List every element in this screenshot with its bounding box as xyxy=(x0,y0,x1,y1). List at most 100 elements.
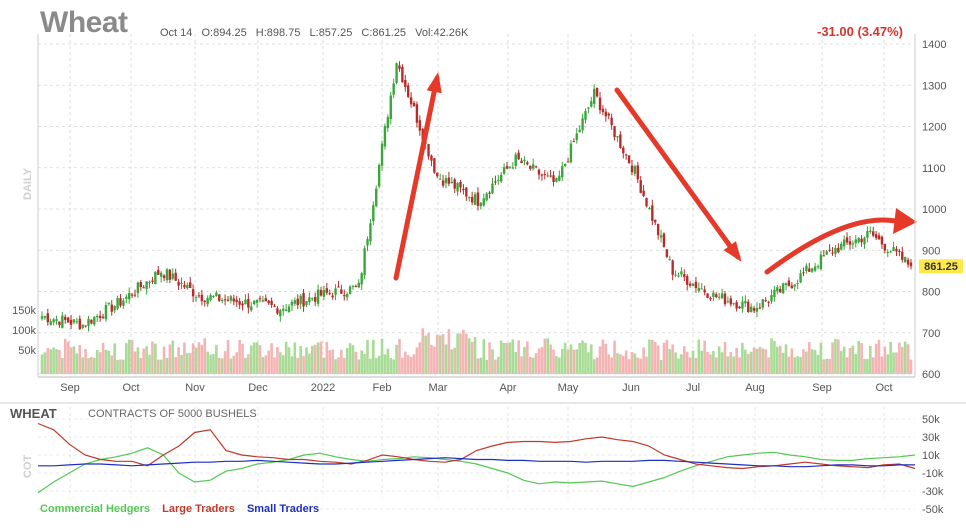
candle-body xyxy=(215,292,218,297)
volume-bar xyxy=(805,351,808,374)
candle-body xyxy=(642,190,645,197)
volume-bar xyxy=(261,357,265,374)
volume-bar xyxy=(767,357,770,374)
candle-body xyxy=(874,234,878,239)
volume-bar xyxy=(322,357,326,374)
candle-body xyxy=(680,271,683,275)
volume-bar xyxy=(465,333,468,374)
volume-bar xyxy=(871,357,875,374)
candle-body xyxy=(348,286,352,295)
candle-body xyxy=(372,205,375,222)
volume-bar xyxy=(296,357,300,374)
candle-body xyxy=(189,282,192,289)
volume-bar xyxy=(325,341,329,374)
price-tick-label: 1200 xyxy=(922,122,946,134)
volume-bar xyxy=(700,350,704,374)
cot-axis-label: COT xyxy=(22,455,34,479)
candle-body xyxy=(58,321,61,326)
candle-body xyxy=(543,173,546,175)
volume-bar xyxy=(462,329,465,374)
cot-tick-label: 30k xyxy=(922,432,940,444)
candle-body xyxy=(700,288,703,290)
volume-bar xyxy=(49,349,53,374)
volume-bar xyxy=(435,334,439,374)
candle-body xyxy=(252,300,256,305)
volume-bar xyxy=(581,340,584,374)
candle-body xyxy=(880,236,884,245)
volume-bar xyxy=(171,340,175,374)
candle-body xyxy=(822,255,826,257)
volume-bar xyxy=(174,357,177,374)
month-tick-label: Jun xyxy=(622,382,640,394)
volume-bar xyxy=(66,341,70,374)
volume-bar xyxy=(453,347,457,374)
volume-bar xyxy=(488,342,491,374)
candle-body xyxy=(436,172,439,177)
month-tick-label: Dec xyxy=(248,382,268,394)
volume-bar xyxy=(546,338,550,374)
candle-body xyxy=(636,165,640,180)
candle-body xyxy=(313,297,317,302)
candle-body xyxy=(537,169,541,175)
volume-bar xyxy=(337,357,340,374)
month-tick-label: Feb xyxy=(373,382,392,394)
candle-body xyxy=(369,223,372,242)
candle-body xyxy=(107,302,111,304)
volume-bar xyxy=(72,346,76,374)
volume-bar xyxy=(145,346,148,374)
cot-subtitle: CONTRACTS OF 5000 BUSHELS xyxy=(88,408,257,420)
volume-bar xyxy=(75,353,79,374)
candle-body xyxy=(526,162,529,165)
volume-bar xyxy=(877,339,881,374)
volume-bar xyxy=(380,338,384,374)
candle-body xyxy=(566,161,570,163)
volume-bar xyxy=(427,333,430,374)
volume-bar xyxy=(717,346,721,374)
candle-body xyxy=(174,272,177,281)
candle-body xyxy=(395,63,398,83)
candle-body xyxy=(322,289,326,297)
candle-body xyxy=(241,303,244,306)
candle-body xyxy=(773,289,776,297)
volume-bar xyxy=(677,358,680,374)
volume-bar xyxy=(293,342,297,374)
candle-body xyxy=(276,308,279,314)
volume-bar xyxy=(180,354,183,374)
candle-body xyxy=(290,301,294,306)
candle-body xyxy=(113,305,116,311)
candle-body xyxy=(735,302,738,309)
volume-bar xyxy=(130,340,134,374)
volume-bar xyxy=(351,345,355,374)
cot-line-small xyxy=(38,457,915,468)
candle-body xyxy=(351,286,355,288)
candle-body xyxy=(883,243,887,251)
candle-body xyxy=(584,110,587,120)
candle-body xyxy=(819,254,823,270)
candle-body xyxy=(255,300,259,303)
volume-bar xyxy=(627,359,631,374)
candle-body xyxy=(110,304,113,312)
symbol-title: Wheat xyxy=(40,6,128,39)
candle-body xyxy=(447,177,451,184)
candle-body xyxy=(235,299,238,303)
candle-body xyxy=(130,294,134,296)
candle-body xyxy=(441,180,445,186)
volume-bar xyxy=(636,357,640,374)
candle-body xyxy=(261,300,265,302)
candle-body xyxy=(459,181,462,188)
candle-body xyxy=(305,301,308,306)
price-tick-label: 800 xyxy=(922,287,940,299)
candle-body xyxy=(49,321,52,325)
candle-body xyxy=(901,251,904,260)
candle-body xyxy=(456,183,459,192)
volume-bar xyxy=(494,359,497,374)
volume-bar xyxy=(424,335,427,374)
candle-body xyxy=(46,313,50,323)
candle-body xyxy=(633,166,637,174)
volume-bar xyxy=(729,352,733,374)
candle-body xyxy=(299,295,302,304)
volume-bar xyxy=(706,351,709,374)
candle-body xyxy=(529,165,532,169)
candle-body xyxy=(511,167,515,169)
